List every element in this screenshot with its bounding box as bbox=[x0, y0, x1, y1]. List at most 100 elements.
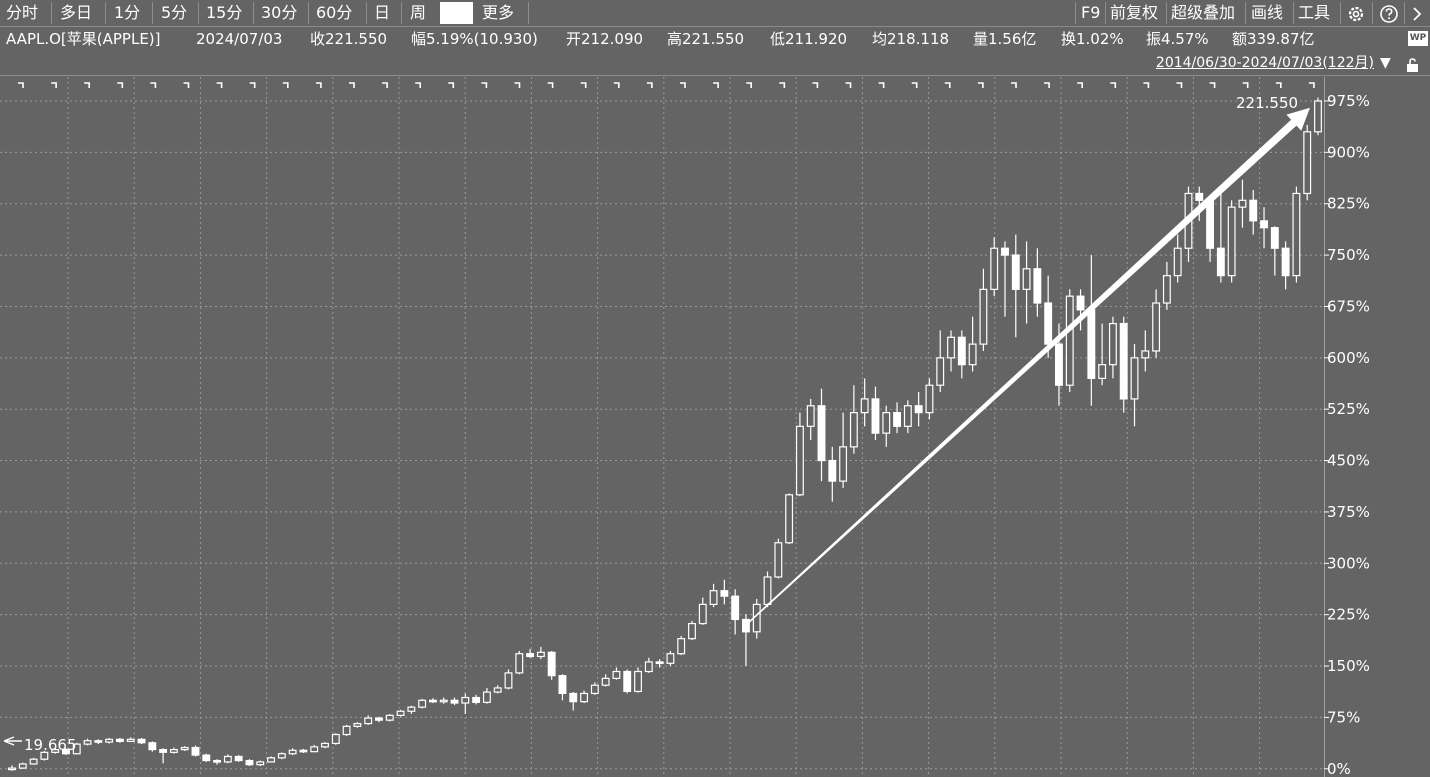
y-tick-label: 0% bbox=[1327, 760, 1351, 777]
candle-down bbox=[526, 653, 535, 658]
top-marker bbox=[779, 82, 786, 88]
tools-button[interactable]: 工具 bbox=[1298, 3, 1331, 22]
chevron-right-icon[interactable] bbox=[1410, 6, 1424, 22]
tab-day[interactable]: 日 bbox=[374, 3, 391, 22]
candle-up bbox=[634, 670, 642, 692]
tab-week[interactable]: 周 bbox=[410, 3, 427, 22]
toolbar-divider bbox=[152, 2, 153, 24]
f9-button[interactable]: F9 bbox=[1081, 3, 1101, 22]
candle-up bbox=[839, 446, 848, 482]
candle-up bbox=[1098, 364, 1107, 379]
candle-down bbox=[1055, 343, 1063, 386]
candle-down bbox=[731, 595, 740, 621]
y-tick-label: 825% bbox=[1327, 195, 1370, 213]
tab-15min[interactable]: 15分 bbox=[206, 3, 243, 22]
candle-down bbox=[191, 746, 200, 756]
top-marker bbox=[812, 82, 819, 88]
candle-down bbox=[1087, 309, 1096, 379]
candle-up bbox=[903, 405, 912, 427]
candle-up bbox=[331, 733, 340, 745]
y-tick-label: 300% bbox=[1327, 554, 1370, 572]
toolbar-divider bbox=[1293, 2, 1294, 24]
top-marker bbox=[1011, 82, 1017, 88]
candle-down bbox=[623, 670, 632, 692]
tab-more[interactable]: 更多 bbox=[482, 3, 515, 22]
top-marker bbox=[514, 82, 521, 88]
tab-month-selected[interactable] bbox=[440, 2, 473, 24]
y-tick-label: 600% bbox=[1327, 349, 1370, 367]
chart-grid bbox=[0, 77, 1325, 777]
candle-up bbox=[385, 714, 394, 721]
candle-up bbox=[1022, 268, 1031, 290]
candle-down bbox=[245, 759, 254, 766]
top-marker bbox=[845, 82, 852, 88]
range-dropdown-icon[interactable]: ▼ bbox=[1380, 55, 1391, 71]
candle-down bbox=[720, 590, 729, 597]
candle-up bbox=[342, 725, 351, 736]
candle-up bbox=[601, 677, 610, 686]
candle-up bbox=[1108, 322, 1117, 366]
candle-up bbox=[666, 653, 675, 664]
toolbar-divider bbox=[1105, 2, 1106, 24]
overlay-button[interactable]: 超级叠加 bbox=[1171, 3, 1236, 22]
top-marker bbox=[51, 82, 57, 88]
top-marker bbox=[481, 82, 488, 88]
candle-down bbox=[1249, 199, 1258, 222]
high-price: 高221.550 bbox=[667, 30, 745, 48]
top-marker bbox=[249, 82, 256, 88]
candle-up bbox=[979, 288, 988, 345]
help-icon[interactable] bbox=[1379, 4, 1399, 24]
candle-down bbox=[1260, 220, 1268, 229]
candle-up bbox=[310, 746, 319, 753]
top-marker bbox=[680, 82, 686, 88]
candle-up bbox=[580, 692, 588, 703]
top-marker bbox=[183, 82, 190, 88]
candle-up bbox=[1238, 199, 1247, 208]
candle-up bbox=[126, 738, 135, 742]
candle-up bbox=[51, 749, 60, 753]
candle-up bbox=[1292, 192, 1301, 277]
close-price: 收221.550 bbox=[310, 30, 388, 48]
symbol-label: AAPL.O[苹果(APPLE)] bbox=[6, 30, 161, 48]
y-tick-label: 675% bbox=[1327, 297, 1370, 315]
lock-icon[interactable] bbox=[1405, 57, 1421, 73]
candle-down bbox=[1270, 227, 1279, 249]
top-marker bbox=[977, 82, 984, 88]
adjust-price-button[interactable]: 前复权 bbox=[1110, 3, 1159, 22]
candle-up bbox=[936, 357, 945, 386]
tab-5min[interactable]: 5分 bbox=[161, 3, 188, 22]
candle-up bbox=[493, 687, 502, 693]
draw-line-button[interactable]: 画线 bbox=[1251, 3, 1284, 22]
candle-up bbox=[849, 412, 858, 448]
tab-1min[interactable]: 1分 bbox=[114, 3, 141, 22]
candle-down bbox=[137, 738, 146, 744]
tab-multiday[interactable]: 多日 bbox=[60, 3, 93, 22]
top-marker bbox=[1077, 82, 1083, 88]
tab-60min[interactable]: 60分 bbox=[316, 3, 353, 22]
toolbar-divider bbox=[401, 2, 402, 24]
trend-arrow-shape bbox=[745, 107, 1310, 626]
top-marker bbox=[84, 82, 90, 88]
tab-30min[interactable]: 30分 bbox=[261, 3, 298, 22]
date-range-selector[interactable]: 2014/06/30-2024/07/03(122月) bbox=[1155, 55, 1374, 71]
candle-down bbox=[828, 459, 837, 482]
candlestick-chart[interactable]: 975% 900% 825% 750% 675% 600% 525% 450% 375% 300%… bbox=[0, 77, 1430, 777]
gear-icon[interactable] bbox=[1346, 4, 1366, 24]
candle-down bbox=[1216, 247, 1225, 277]
candle-up bbox=[396, 710, 405, 716]
candle-up bbox=[774, 542, 783, 578]
y-tick-label: 225% bbox=[1327, 606, 1370, 624]
top-marker bbox=[1176, 82, 1183, 88]
candle-up bbox=[83, 740, 92, 745]
candle-down bbox=[742, 618, 750, 633]
candle-up bbox=[105, 738, 114, 743]
top-marker bbox=[646, 82, 653, 88]
tab-timeshare[interactable]: 分时 bbox=[6, 3, 39, 22]
candle-down bbox=[62, 749, 70, 755]
top-marker bbox=[547, 82, 554, 88]
y-tick-label: 150% bbox=[1327, 657, 1370, 675]
wp-badge-icon[interactable]: WP bbox=[1408, 31, 1428, 46]
candle-down bbox=[893, 412, 902, 427]
candle-up bbox=[461, 696, 470, 704]
amplitude: 振4.57% bbox=[1146, 30, 1209, 48]
